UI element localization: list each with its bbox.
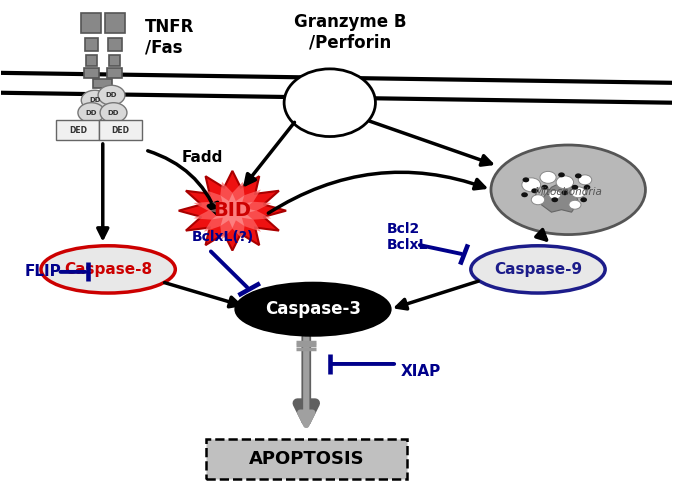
Circle shape (569, 200, 581, 209)
Text: Caspase-8: Caspase-8 (64, 262, 152, 277)
Text: XIAP: XIAP (400, 364, 441, 379)
FancyBboxPatch shape (94, 79, 112, 88)
Text: Caspase-9: Caspase-9 (494, 262, 582, 277)
Circle shape (540, 171, 556, 183)
Text: BclxL(?): BclxL(?) (192, 230, 254, 244)
Text: DD: DD (106, 92, 117, 98)
Circle shape (558, 172, 565, 177)
Text: DD: DD (85, 110, 97, 116)
FancyBboxPatch shape (108, 68, 122, 78)
Text: Caspase-3: Caspase-3 (265, 300, 361, 318)
Polygon shape (193, 182, 271, 240)
Circle shape (98, 85, 125, 105)
Circle shape (548, 190, 561, 199)
Circle shape (578, 175, 592, 185)
FancyBboxPatch shape (205, 439, 407, 480)
Circle shape (522, 178, 540, 192)
Circle shape (522, 177, 529, 182)
FancyBboxPatch shape (99, 120, 142, 140)
Ellipse shape (471, 246, 605, 293)
Circle shape (284, 69, 376, 137)
Text: APOPTOSIS: APOPTOSIS (248, 450, 364, 468)
FancyBboxPatch shape (84, 68, 99, 78)
Circle shape (531, 195, 544, 205)
Circle shape (561, 190, 568, 195)
Text: FLIP: FLIP (24, 264, 61, 279)
Circle shape (551, 197, 558, 202)
Circle shape (531, 188, 538, 193)
FancyBboxPatch shape (85, 38, 98, 51)
Circle shape (78, 103, 105, 123)
Text: DED: DED (111, 126, 129, 135)
Circle shape (541, 185, 548, 190)
Text: TNFR
/Fas: TNFR /Fas (145, 18, 194, 57)
Text: Fadd: Fadd (182, 150, 223, 165)
Circle shape (571, 185, 578, 190)
Text: Mitochondria: Mitochondria (534, 187, 602, 197)
FancyBboxPatch shape (108, 38, 122, 51)
Circle shape (583, 185, 590, 190)
Circle shape (100, 103, 127, 123)
Text: Bcl2
BclxL: Bcl2 BclxL (387, 222, 428, 252)
FancyBboxPatch shape (81, 13, 102, 33)
Text: DD: DD (108, 110, 119, 116)
Polygon shape (209, 193, 256, 228)
Text: Granzyme B
/Perforin: Granzyme B /Perforin (293, 13, 406, 52)
FancyBboxPatch shape (105, 13, 125, 33)
Polygon shape (178, 171, 286, 250)
Ellipse shape (41, 246, 175, 293)
Ellipse shape (236, 283, 390, 335)
Text: BID: BID (213, 201, 252, 220)
Circle shape (575, 173, 581, 178)
Circle shape (571, 187, 586, 198)
FancyBboxPatch shape (86, 55, 97, 66)
Text: DED: DED (69, 126, 87, 135)
Ellipse shape (491, 145, 645, 235)
Circle shape (556, 176, 573, 189)
Polygon shape (541, 180, 578, 212)
Circle shape (81, 90, 108, 110)
Circle shape (521, 192, 528, 197)
Circle shape (580, 197, 587, 202)
FancyBboxPatch shape (57, 120, 100, 140)
Text: DD: DD (89, 97, 100, 103)
FancyBboxPatch shape (110, 55, 120, 66)
